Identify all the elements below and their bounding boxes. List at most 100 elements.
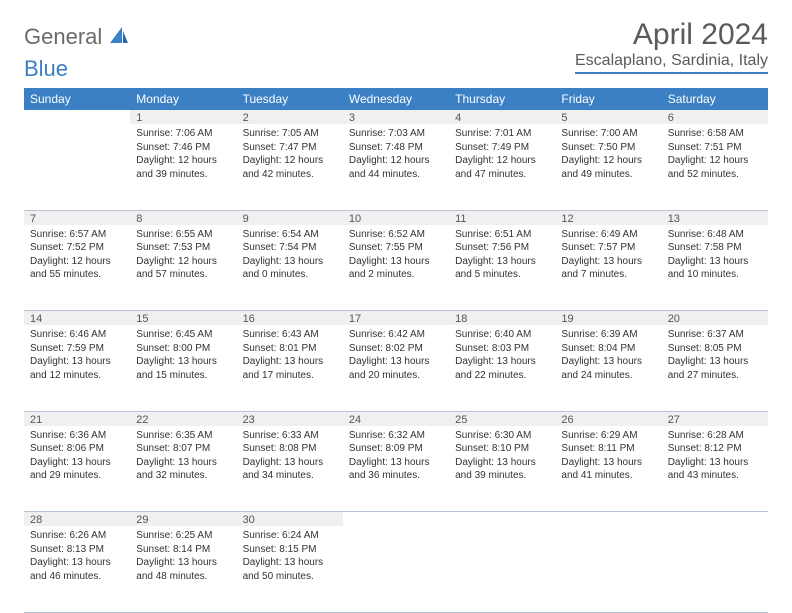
day-line: Daylight: 13 hours [349,456,443,470]
day-cell: Sunrise: 6:24 AMSunset: 8:15 PMDaylight:… [237,526,343,612]
day-cell: Sunrise: 6:40 AMSunset: 8:03 PMDaylight:… [449,325,555,411]
day-line: Sunrise: 6:49 AM [561,228,655,242]
day-line: Sunset: 7:47 PM [243,141,337,155]
day-line: and 32 minutes. [136,469,230,483]
day-line: and 42 minutes. [243,168,337,182]
day-number-cell: 18 [449,311,555,326]
day-text: Sunrise: 6:28 AMSunset: 8:12 PMDaylight:… [668,429,762,483]
day-text: Sunrise: 6:26 AMSunset: 8:13 PMDaylight:… [30,529,124,583]
day-line: Sunrise: 6:39 AM [561,328,655,342]
day-line: Sunset: 7:48 PM [349,141,443,155]
day-number-cell: 4 [449,110,555,124]
day-content-row: Sunrise: 7:06 AMSunset: 7:46 PMDaylight:… [24,124,768,210]
day-cell: Sunrise: 7:03 AMSunset: 7:48 PMDaylight:… [343,124,449,210]
calendar-body: 123456Sunrise: 7:06 AMSunset: 7:46 PMDay… [24,110,768,612]
day-cell: Sunrise: 6:28 AMSunset: 8:12 PMDaylight:… [662,426,768,512]
day-line: Daylight: 12 hours [136,154,230,168]
day-line: and 5 minutes. [455,268,549,282]
day-text: Sunrise: 6:39 AMSunset: 8:04 PMDaylight:… [561,328,655,382]
day-number-cell: 11 [449,210,555,225]
day-line: and 29 minutes. [30,469,124,483]
day-line: and 12 minutes. [30,369,124,383]
day-cell: Sunrise: 6:57 AMSunset: 7:52 PMDaylight:… [24,225,130,311]
day-line: Sunset: 8:03 PM [455,342,549,356]
day-number-cell: 28 [24,512,130,527]
day-line: Sunset: 8:04 PM [561,342,655,356]
day-line: Sunrise: 6:25 AM [136,529,230,543]
day-cell: Sunrise: 6:43 AMSunset: 8:01 PMDaylight:… [237,325,343,411]
day-number-cell: 15 [130,311,236,326]
day-cell: Sunrise: 7:06 AMSunset: 7:46 PMDaylight:… [130,124,236,210]
day-line: and 0 minutes. [243,268,337,282]
day-line: Daylight: 12 hours [243,154,337,168]
day-line: Daylight: 13 hours [30,456,124,470]
day-line: Daylight: 13 hours [136,355,230,369]
day-text: Sunrise: 6:54 AMSunset: 7:54 PMDaylight:… [243,228,337,282]
day-line: Daylight: 13 hours [243,456,337,470]
day-header-row: Sunday Monday Tuesday Wednesday Thursday… [24,88,768,110]
day-cell: Sunrise: 6:33 AMSunset: 8:08 PMDaylight:… [237,426,343,512]
day-cell: Sunrise: 6:36 AMSunset: 8:06 PMDaylight:… [24,426,130,512]
day-line: and 22 minutes. [455,369,549,383]
day-line: Sunset: 7:52 PM [30,241,124,255]
header-friday: Friday [555,88,661,110]
day-cell [449,526,555,612]
day-line: Sunset: 8:09 PM [349,442,443,456]
day-line: and 46 minutes. [30,570,124,584]
day-line: Sunset: 8:12 PM [668,442,762,456]
daynum-row: 21222324252627 [24,411,768,426]
day-text: Sunrise: 6:29 AMSunset: 8:11 PMDaylight:… [561,429,655,483]
day-line: Sunset: 8:10 PM [455,442,549,456]
day-line: and 39 minutes. [136,168,230,182]
day-line: Sunset: 8:13 PM [30,543,124,557]
day-line: Sunrise: 6:40 AM [455,328,549,342]
day-text: Sunrise: 6:32 AMSunset: 8:09 PMDaylight:… [349,429,443,483]
day-text: Sunrise: 7:06 AMSunset: 7:46 PMDaylight:… [136,127,230,181]
day-cell [555,526,661,612]
day-cell: Sunrise: 7:05 AMSunset: 7:47 PMDaylight:… [237,124,343,210]
day-text: Sunrise: 6:35 AMSunset: 8:07 PMDaylight:… [136,429,230,483]
day-line: Sunrise: 7:01 AM [455,127,549,141]
day-line: Sunrise: 7:00 AM [561,127,655,141]
day-line: Sunrise: 6:58 AM [668,127,762,141]
day-line: and 50 minutes. [243,570,337,584]
day-line: Daylight: 12 hours [136,255,230,269]
day-line: Daylight: 13 hours [455,355,549,369]
day-line: Sunrise: 6:30 AM [455,429,549,443]
day-line: Sunrise: 6:51 AM [455,228,549,242]
day-line: Sunset: 8:07 PM [136,442,230,456]
header-tuesday: Tuesday [237,88,343,110]
day-line: and 41 minutes. [561,469,655,483]
title-block: April 2024 Escalaplano, Sardinia, Italy [575,18,768,74]
day-text: Sunrise: 6:57 AMSunset: 7:52 PMDaylight:… [30,228,124,282]
day-number-cell: 9 [237,210,343,225]
day-text: Sunrise: 6:46 AMSunset: 7:59 PMDaylight:… [30,328,124,382]
day-line: and 57 minutes. [136,268,230,282]
day-line: Daylight: 12 hours [561,154,655,168]
day-number-cell: 6 [662,110,768,124]
day-line: Sunrise: 6:48 AM [668,228,762,242]
day-line: Sunrise: 6:46 AM [30,328,124,342]
logo-text-blue: Blue [24,56,68,82]
day-text: Sunrise: 6:52 AMSunset: 7:55 PMDaylight:… [349,228,443,282]
day-line: Sunset: 7:57 PM [561,241,655,255]
day-line: Daylight: 12 hours [349,154,443,168]
day-text: Sunrise: 6:33 AMSunset: 8:08 PMDaylight:… [243,429,337,483]
day-text: Sunrise: 6:25 AMSunset: 8:14 PMDaylight:… [136,529,230,583]
day-number-cell: 12 [555,210,661,225]
day-line: Sunset: 8:14 PM [136,543,230,557]
day-number-cell: 25 [449,411,555,426]
day-text: Sunrise: 6:37 AMSunset: 8:05 PMDaylight:… [668,328,762,382]
day-number-cell: 16 [237,311,343,326]
day-number-cell: 30 [237,512,343,527]
day-line: and 48 minutes. [136,570,230,584]
day-line: Daylight: 13 hours [349,355,443,369]
day-line: Daylight: 13 hours [561,255,655,269]
daynum-row: 14151617181920 [24,311,768,326]
day-text: Sunrise: 6:36 AMSunset: 8:06 PMDaylight:… [30,429,124,483]
day-line: Sunset: 7:49 PM [455,141,549,155]
day-line: Sunrise: 7:05 AM [243,127,337,141]
day-number-cell [662,512,768,527]
day-number-cell: 23 [237,411,343,426]
day-line: Sunrise: 6:43 AM [243,328,337,342]
